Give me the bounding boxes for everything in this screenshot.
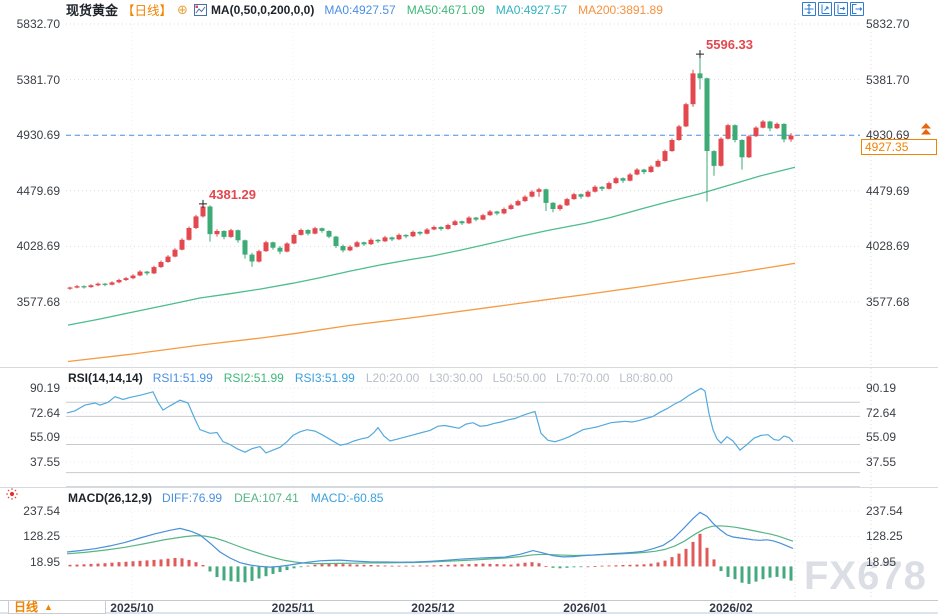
rsi-value: RSI2:51.99 <box>223 370 284 385</box>
date-axis-label: 2025/12 <box>411 601 455 614</box>
macd-axis-label: 18.95 <box>866 555 897 569</box>
bottom-strip <box>0 612 938 614</box>
rsi-label: RSI(14,14,14) <box>68 370 143 385</box>
chart-header: 现货黄金 【日线】 ⊕ MA(0,50,0,200,0,0) MA0:4927.… <box>0 0 938 19</box>
panel-separator <box>0 367 938 368</box>
price-axis-label: 5832.70 <box>866 17 910 31</box>
period-selector[interactable]: 日线 ▲ <box>8 600 106 614</box>
date-axis-label: 2025/11 <box>271 601 315 614</box>
rsi-axis-label: 72.64 <box>866 405 897 420</box>
macd-axis-label: 128.25 <box>866 529 903 544</box>
rsi-level-label: L80:80.00 <box>619 370 673 385</box>
rsi-axis-label: 55.09 <box>866 430 897 445</box>
macd-label: MACD(26,12,9) <box>68 490 153 505</box>
rsi-axis-label: 90.19 <box>29 381 60 395</box>
price-axis-label: 3577.68 <box>16 295 60 309</box>
ma-values: MA0:4927.57 MA50:4671.09 MA0:4927.57 MA200:… <box>324 3 674 17</box>
macd-axis-label: 237.54 <box>23 504 60 518</box>
ma-value: MA50:4671.09 <box>406 2 485 17</box>
add-indicator-icon[interactable]: ⊕ <box>177 1 188 17</box>
price-axis-label: 5381.70 <box>866 72 910 87</box>
ma-group-label: MA(0,50,0,200,0,0) <box>210 2 315 17</box>
period-label: 日线 <box>14 599 39 614</box>
rsi-axis-label: 37.55 <box>866 455 897 469</box>
price-axis-label: 4479.69 <box>16 183 60 198</box>
rsi-axis-label: 55.09 <box>29 430 60 445</box>
rsi-axis-label: 90.19 <box>866 381 897 395</box>
axis-zoom-icon[interactable] <box>818 2 832 16</box>
macd-value: MACD:-60.85 <box>310 490 384 505</box>
rsi-axis-label: 72.64 <box>29 405 60 420</box>
exit-chart-icon[interactable] <box>850 2 864 16</box>
rsi-value: RSI1:51.99 <box>152 370 213 385</box>
price-axis-label: 4930.69 <box>866 128 910 143</box>
macd-axis-label: 18.95 <box>29 555 60 569</box>
chart-line-icon[interactable] <box>193 3 207 16</box>
price-axis-label: 3577.68 <box>866 295 910 309</box>
date-axis-label: 2025/10 <box>110 601 154 614</box>
macd-axis-label: 128.25 <box>23 529 60 544</box>
rsi-axis-label: 37.55 <box>29 455 60 469</box>
price-annotation: 5596.33 <box>706 37 753 53</box>
price-axis-label: 5381.70 <box>16 72 60 87</box>
rsi-level-label: L30:30.00 <box>429 370 483 385</box>
macd-header: MACD(26,12,9) DIFF:76.99 DEA:107.41 MACD:-… <box>0 489 938 506</box>
rsi-value: RSI3:51.99 <box>294 370 355 385</box>
price-tag: 4927.35 <box>861 139 937 155</box>
date-axis-label: 2026/01 <box>563 601 607 614</box>
macd-axis-label: 237.54 <box>866 504 903 518</box>
axis-separator <box>0 600 938 601</box>
ma-value: MA200:3891.89 <box>578 2 663 17</box>
ma-value: MA0:4927.57 <box>495 2 568 17</box>
price-axis-label: 4930.69 <box>16 128 60 143</box>
macd-values: DIFF:76.99 DEA:107.41 MACD:-60.85 <box>162 491 395 505</box>
rsi-level-label: L50:50.00 <box>492 370 547 385</box>
price-axis-label: 4028.69 <box>16 239 60 254</box>
symbol-title: 现货黄金 <box>66 3 119 18</box>
panel-separator <box>0 487 938 488</box>
pan-tool-icon[interactable] <box>802 2 816 16</box>
live-indicator-icon[interactable] <box>5 487 19 504</box>
price-up-arrow-icon <box>920 123 932 136</box>
price-axis-label: 4479.69 <box>866 183 910 198</box>
chart-toolbar <box>800 2 864 16</box>
macd-value: DEA:107.41 <box>234 490 299 505</box>
rsi-level-label: L20:20.00 <box>365 370 420 385</box>
macd-value: DIFF:76.99 <box>162 490 223 505</box>
rsi-level-label: L70:70.00 <box>556 370 610 385</box>
rsi-level-labels: L20:20.00 L30:30.00 L50:50.00 L70:70.00 L80:… <box>366 371 683 385</box>
ma-value: MA0:4927.57 <box>324 2 396 17</box>
price-axis-label: 4028.69 <box>866 239 910 254</box>
rsi-values: RSI1:51.99 RSI2:51.99 RSI3:51.99 <box>153 371 366 385</box>
axis-shift-icon[interactable] <box>834 2 848 16</box>
x-axis: 2025/10 2025/11 2025/12 2026/01 2026/02 <box>0 601 938 614</box>
up-triangle-icon: ▲ <box>44 602 53 612</box>
price-annotation: 4381.29 <box>209 186 256 202</box>
period-tag[interactable]: 【日线】 <box>122 4 173 18</box>
rsi-header: RSI(14,14,14) RSI1:51.99 RSI2:51.99 RSI3:5… <box>0 369 938 386</box>
watermark: FX678 <box>804 554 927 598</box>
date-axis-label: 2026/02 <box>709 601 753 614</box>
price-axis-label: 5832.70 <box>16 17 60 31</box>
